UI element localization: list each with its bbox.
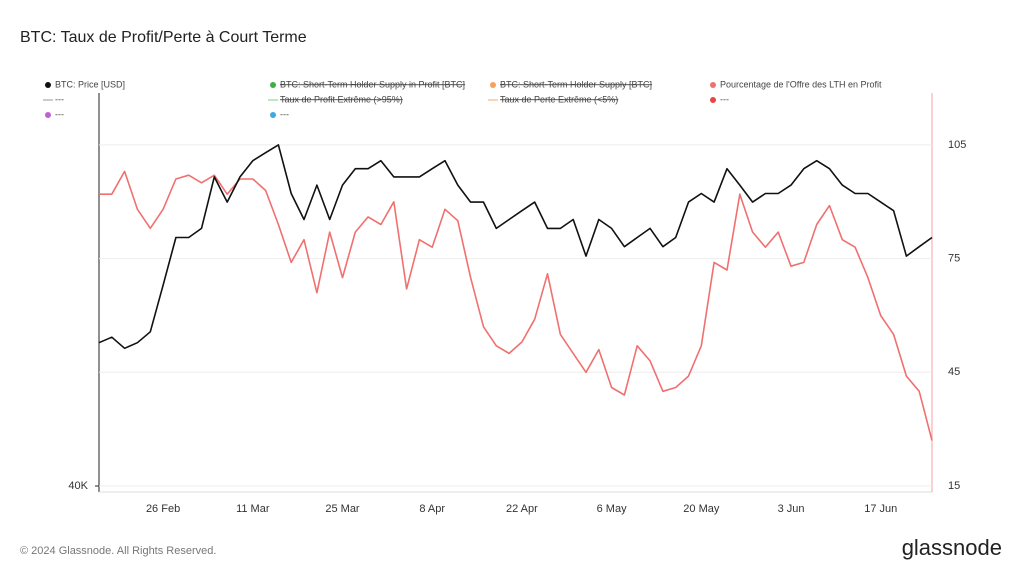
legend-label: ---	[55, 109, 64, 119]
legend-label: ---	[720, 94, 729, 104]
legend-label: ---	[55, 94, 64, 104]
x-tick-label: 17 Jun	[864, 503, 897, 515]
series-line	[99, 170, 933, 441]
x-tick-label: 3 Jun	[778, 503, 805, 515]
x-tick-label: 6 May	[597, 503, 627, 515]
x-tick-label: 11 Mar	[236, 503, 270, 515]
x-tick-label: 25 Mar	[325, 503, 360, 515]
legend-dot	[490, 82, 496, 88]
legend-dot	[710, 82, 716, 88]
y2-tick-label: 75	[948, 253, 960, 265]
series-line	[98, 144, 933, 350]
legend-dot	[270, 112, 276, 118]
y2-tick-label: 15	[948, 480, 960, 492]
legend-dot	[45, 112, 51, 118]
legend-label: Pourcentage de l'Offre des LTH en Profit	[720, 79, 882, 89]
footer: © 2024 Glassnode. All Rights Reserved.	[20, 545, 216, 557]
x-tick-label: 22 Apr	[506, 503, 538, 515]
legend-label: Taux de Profit Extrême (>95%)	[280, 94, 403, 104]
chart-title: BTC: Taux de Profit/Perte à Court Terme	[20, 29, 307, 46]
x-tick-label: 26 Feb	[146, 503, 180, 515]
x-tick-label: 20 May	[683, 503, 720, 515]
y2-tick-label: 105	[948, 139, 966, 151]
legend-label: ---	[280, 109, 289, 119]
legend-label: BTC: Short-Term Holder Supply in Profit …	[280, 79, 465, 89]
brand-logo: glassnode	[902, 535, 1002, 560]
legend-label: Taux de Perte Extrême (<5%)	[500, 94, 618, 104]
legend-dot	[270, 82, 276, 88]
legend-label: BTC: Short-Term Holder Supply [BTC]	[500, 79, 652, 89]
y-tick-label: 40K	[68, 480, 88, 492]
legend-dot	[710, 97, 716, 103]
x-tick-label: 8 Apr	[419, 503, 445, 515]
legend-label: BTC: Price [USD]	[55, 79, 125, 89]
y2-tick-label: 45	[948, 366, 960, 378]
legend-dot	[45, 82, 51, 88]
